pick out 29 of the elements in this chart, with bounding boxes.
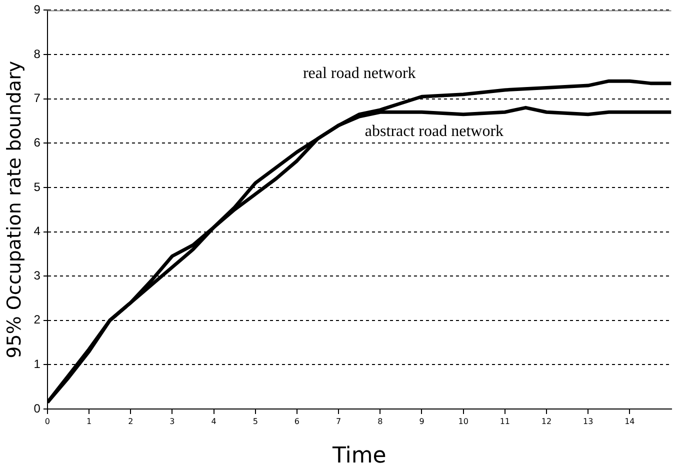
series-label: abstract road network: [364, 123, 504, 140]
x-tick-label: 11: [500, 416, 510, 426]
x-tick-label: 8: [378, 416, 383, 426]
x-tick-label: 14: [624, 416, 635, 426]
y-tick-label: 7: [34, 91, 41, 106]
y-tick-label: 4: [34, 224, 41, 238]
y-tick-label: 2: [34, 312, 41, 327]
x-tick-label: 6: [294, 416, 300, 426]
x-tick-label: 1: [86, 416, 92, 426]
series-label: real road network: [302, 65, 416, 82]
x-tick-label: 2: [128, 416, 134, 426]
x-tick-label: 13: [582, 416, 594, 426]
x-tick-label: 4: [211, 416, 216, 426]
x-axis-title: Time: [331, 444, 386, 469]
y-tick-label: 0: [34, 401, 41, 416]
y-tick-label: 6: [34, 135, 41, 150]
x-tick-label: 7: [336, 416, 342, 426]
y-tick-label: 3: [34, 268, 41, 282]
y-tick-label: 5: [34, 180, 41, 194]
x-tick-label: 10: [458, 416, 468, 426]
x-tick-label: 3: [170, 416, 175, 426]
y-axis-title: 95% Occupation rate boundary: [3, 60, 26, 358]
x-tick-label: 9: [419, 416, 424, 426]
x-tick-label: 12: [541, 416, 552, 426]
y-tick-label: 8: [34, 46, 41, 61]
y-tick-label: 9: [34, 2, 41, 17]
x-tick-label: 5: [252, 416, 258, 426]
x-tick-label: 0: [44, 416, 50, 426]
y-tick-label: 1: [34, 357, 41, 371]
